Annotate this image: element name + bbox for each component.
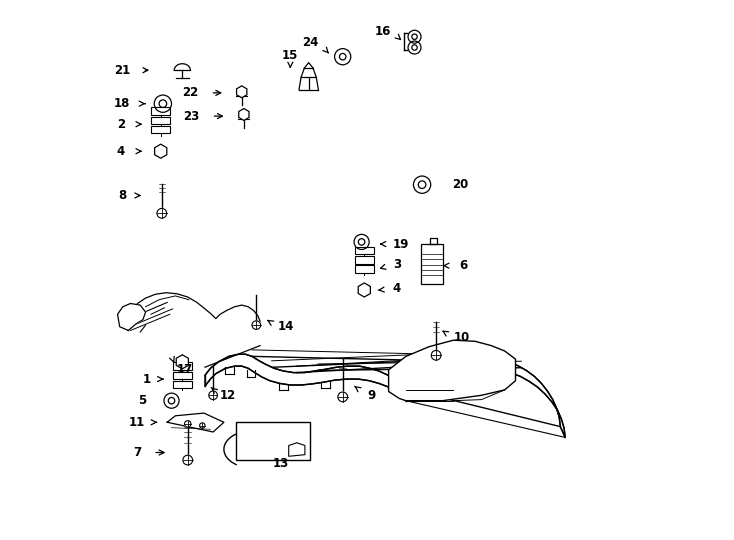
Text: 5: 5 [139,394,147,407]
Polygon shape [355,247,374,254]
Polygon shape [151,107,170,115]
Text: 3: 3 [393,258,401,271]
Polygon shape [358,283,371,297]
Text: 23: 23 [184,110,200,123]
Text: 9: 9 [367,389,375,402]
Circle shape [183,455,192,465]
Text: 4: 4 [117,145,125,158]
Circle shape [252,321,261,329]
Polygon shape [421,244,443,284]
Circle shape [408,41,421,54]
Text: 24: 24 [302,36,319,49]
Circle shape [354,234,369,249]
Circle shape [432,350,441,360]
Polygon shape [155,144,167,158]
Polygon shape [236,422,310,460]
Circle shape [338,392,348,402]
Text: 7: 7 [133,446,141,459]
Text: 19: 19 [393,238,410,251]
Polygon shape [205,354,560,427]
Text: 10: 10 [454,331,470,344]
Text: 14: 14 [278,320,294,333]
Polygon shape [388,340,515,401]
Polygon shape [172,362,192,370]
Circle shape [200,423,205,428]
Polygon shape [288,443,305,456]
Text: 22: 22 [182,86,198,99]
Polygon shape [167,413,224,432]
Text: 16: 16 [375,25,391,38]
Circle shape [164,393,179,408]
Text: 4: 4 [393,282,401,295]
Text: 15: 15 [282,49,299,62]
Text: 21: 21 [115,64,131,77]
Polygon shape [151,126,170,133]
Polygon shape [355,256,374,264]
Polygon shape [205,354,406,401]
Text: 11: 11 [128,416,145,429]
Text: 1: 1 [143,373,151,386]
Polygon shape [239,109,249,120]
Circle shape [413,176,431,193]
Text: 12: 12 [220,389,236,402]
Polygon shape [172,381,192,388]
Polygon shape [355,265,374,273]
Circle shape [154,95,172,112]
Text: 2: 2 [117,118,125,131]
Circle shape [408,30,421,43]
Polygon shape [172,372,192,379]
Text: 8: 8 [118,189,127,202]
Text: 18: 18 [114,97,131,110]
Circle shape [335,49,351,65]
Polygon shape [236,86,247,98]
Text: 20: 20 [452,178,468,191]
Polygon shape [176,355,189,369]
Text: 17: 17 [177,363,193,376]
Polygon shape [117,303,145,330]
Text: 6: 6 [459,259,467,272]
Circle shape [184,421,191,427]
Polygon shape [406,358,565,437]
Circle shape [157,208,167,218]
Text: 13: 13 [272,457,288,470]
Circle shape [208,391,217,400]
Polygon shape [151,117,170,124]
